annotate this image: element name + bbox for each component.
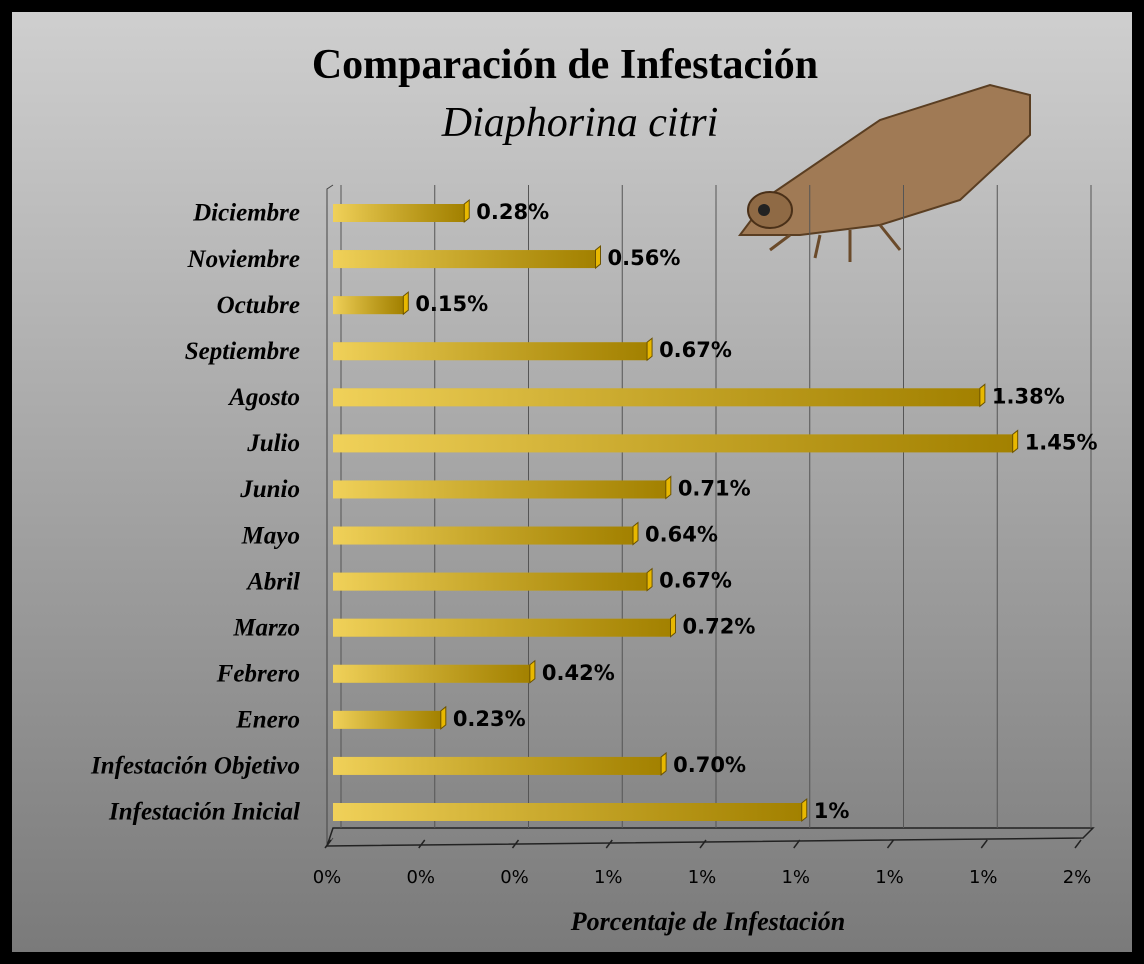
value-label: 0.64% bbox=[645, 523, 718, 547]
y-tick-label: Mayo bbox=[241, 522, 300, 549]
bar-shade bbox=[333, 527, 633, 545]
value-label: 0.28% bbox=[476, 200, 549, 224]
x-tick-label: 2% bbox=[1063, 867, 1092, 888]
bar-shade bbox=[333, 711, 441, 729]
y-tick-label: Enero bbox=[235, 707, 300, 734]
value-label: 0.56% bbox=[608, 246, 681, 270]
bar-shade bbox=[333, 803, 802, 821]
y-tick-label: Noviembre bbox=[187, 246, 300, 273]
x-tick-label: 1% bbox=[688, 867, 717, 888]
bar-side bbox=[647, 569, 652, 591]
bar-side bbox=[441, 707, 446, 729]
bar-side bbox=[464, 200, 469, 222]
x-tick-label: 0% bbox=[313, 867, 342, 888]
bar-side bbox=[980, 384, 985, 406]
bar-shade bbox=[333, 250, 596, 268]
bar-shade bbox=[333, 573, 647, 591]
bar-side bbox=[802, 799, 807, 821]
bar-shade bbox=[333, 296, 403, 314]
x-tick-label: 0% bbox=[500, 867, 529, 888]
bar-side bbox=[530, 661, 535, 683]
y-tick-label: Infestación Inicial bbox=[108, 799, 300, 826]
x-tick-label: 1% bbox=[969, 867, 998, 888]
y-tick-label: Febrero bbox=[216, 661, 300, 688]
x-tick-label: 1% bbox=[594, 867, 623, 888]
y-tick-label: Infestación Objetivo bbox=[90, 753, 300, 780]
value-label: 0.15% bbox=[415, 292, 488, 316]
bar-shade bbox=[333, 204, 464, 222]
bar-shade bbox=[333, 342, 647, 360]
value-label: 0.70% bbox=[673, 753, 746, 777]
bar-shade bbox=[333, 388, 980, 406]
y-tick-label: Septiembre bbox=[185, 338, 300, 365]
value-label: 0.67% bbox=[659, 338, 732, 362]
bar-side bbox=[596, 246, 601, 268]
y-tick-label: Julio bbox=[246, 430, 300, 457]
y-tick-label: Marzo bbox=[232, 614, 300, 641]
bar-shade bbox=[333, 665, 530, 683]
y-tick-label: Abril bbox=[245, 568, 300, 595]
chart-subtitle: Diaphorina citri bbox=[441, 100, 719, 146]
value-label: 1.38% bbox=[992, 384, 1065, 408]
bar-side bbox=[666, 476, 671, 498]
x-tick-label: 0% bbox=[406, 867, 435, 888]
x-axis-title: Porcentaje de Infestación bbox=[570, 907, 845, 936]
y-tick-label: Junio bbox=[239, 476, 300, 503]
y-tick-label: Diciembre bbox=[192, 200, 300, 227]
chart: Comparación de Infestación Diaphorina ci… bbox=[0, 0, 1144, 964]
value-label: 1% bbox=[814, 799, 850, 823]
bar-shade bbox=[333, 757, 661, 775]
y-tick-label: Octubre bbox=[217, 292, 300, 319]
value-label: 1.45% bbox=[1025, 430, 1098, 454]
bar-shade bbox=[333, 480, 666, 498]
bar-shade bbox=[333, 434, 1013, 452]
bar-side bbox=[661, 753, 666, 775]
chart-title: Comparación de Infestación bbox=[312, 42, 818, 88]
bar-side bbox=[403, 292, 408, 314]
bar-shade bbox=[333, 619, 671, 637]
bar-side bbox=[1013, 430, 1018, 452]
value-label: 0.23% bbox=[453, 707, 526, 731]
bar-side bbox=[671, 615, 676, 637]
bar-side bbox=[647, 338, 652, 360]
y-tick-label: Agosto bbox=[227, 384, 300, 411]
value-label: 0.72% bbox=[683, 615, 756, 639]
value-label: 0.67% bbox=[659, 569, 732, 593]
value-label: 0.42% bbox=[542, 661, 615, 685]
x-tick-label: 1% bbox=[875, 867, 904, 888]
bar-side bbox=[633, 523, 638, 545]
x-tick-label: 1% bbox=[781, 867, 810, 888]
value-label: 0.71% bbox=[678, 476, 751, 500]
